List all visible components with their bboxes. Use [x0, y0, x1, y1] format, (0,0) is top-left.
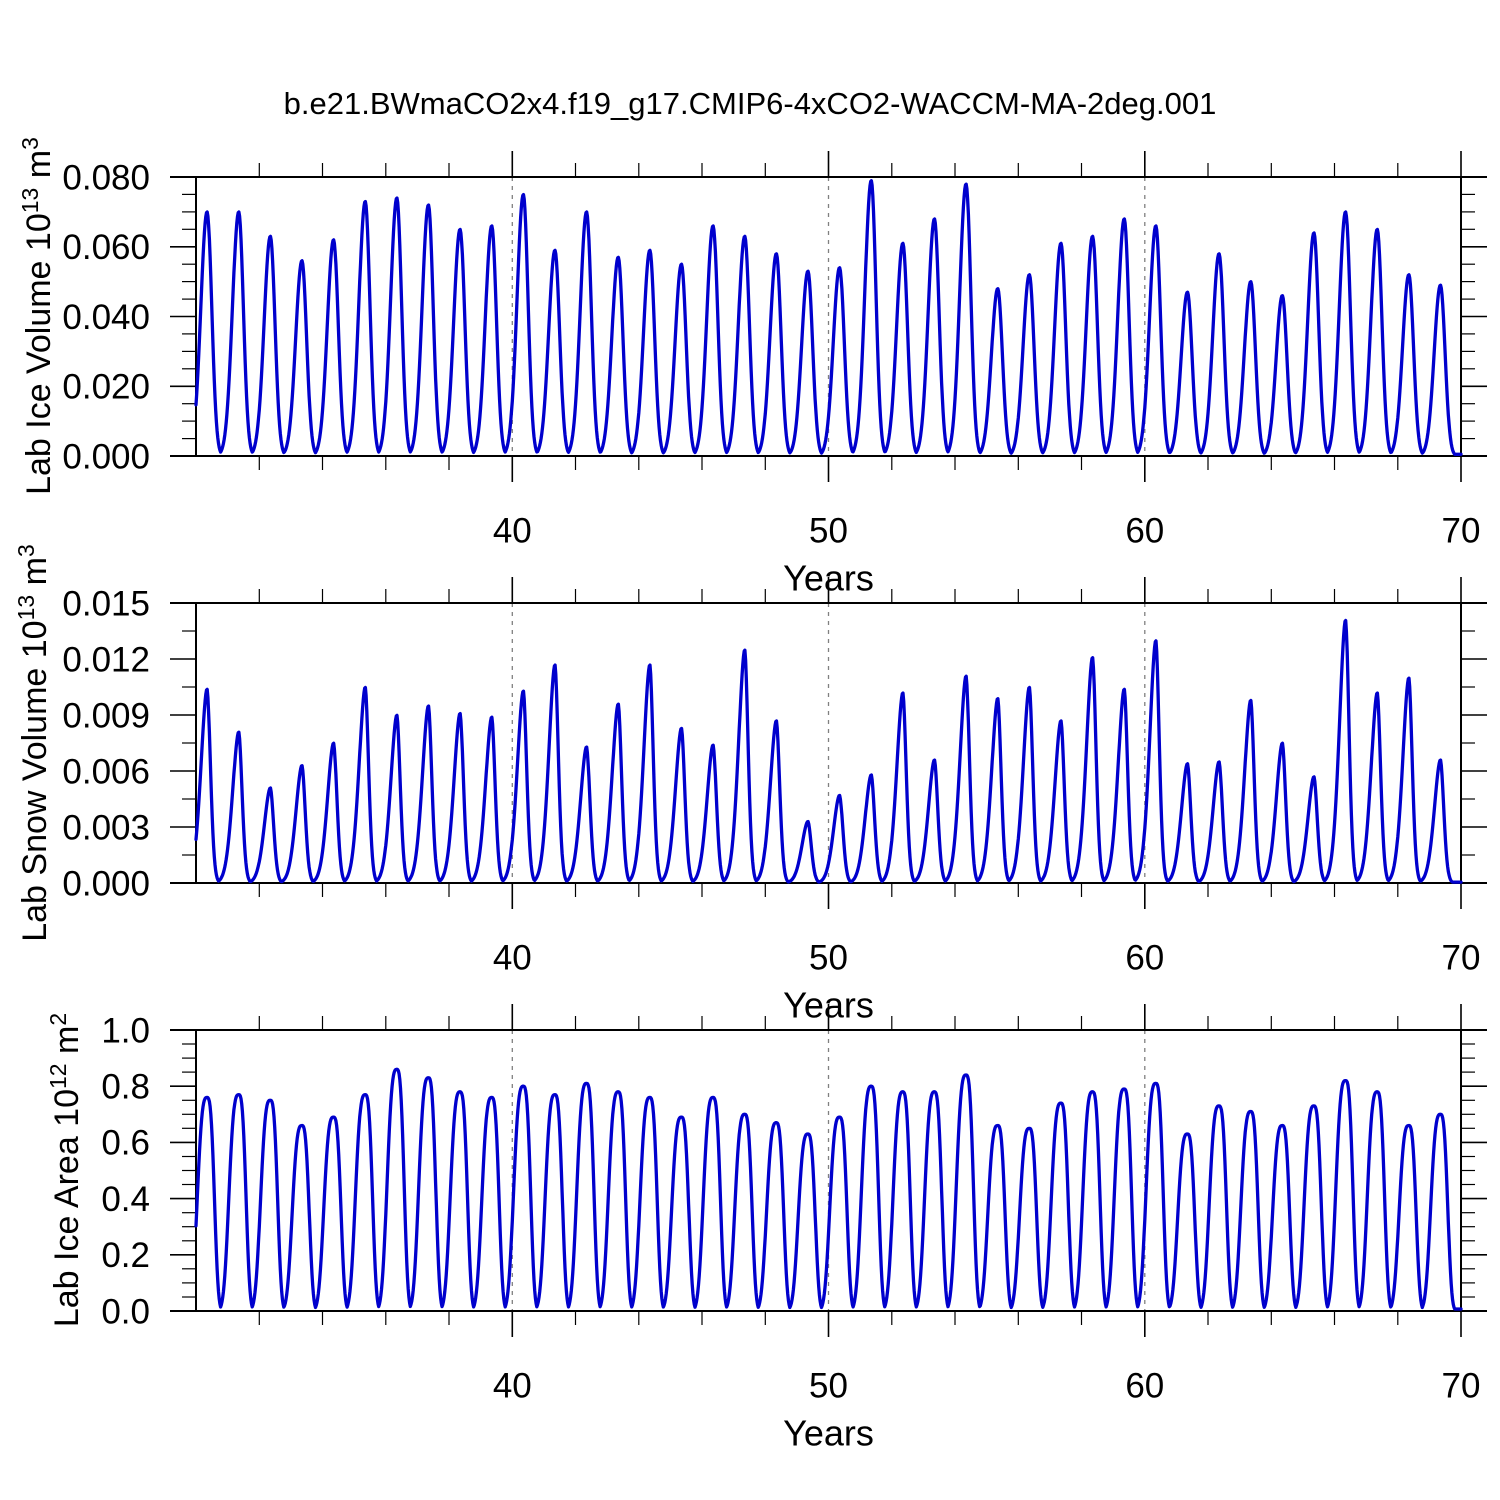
y-tick-label: 1.0: [101, 1011, 150, 1050]
plot-lab-ice-area: 40 50 60 70 0.0 0.2 0.4 0.6 0.8 1.0 Years: [101, 1004, 1487, 1454]
y-tick-label: 0.000: [62, 864, 150, 903]
y-tick-label: 0.020: [62, 368, 150, 407]
x-tick-label: 60: [1125, 938, 1164, 977]
x-tick-label: 60: [1125, 511, 1164, 550]
y-tick-label: 0.4: [101, 1180, 150, 1219]
y-tick-label: 0.015: [62, 584, 150, 623]
y-axis-title-exponent: 12: [44, 1063, 71, 1089]
data-curve-lab-ice-area: [194, 1067, 1463, 1311]
y-tick-label: 0.000: [62, 437, 150, 476]
x-tick-label: 40: [493, 938, 532, 977]
x-tick-label: 40: [493, 511, 532, 550]
y-axis-title-unit-exponent: 2: [44, 1012, 71, 1026]
y-axis-title-snow-volume: Lab Snow Volume 1013 m3: [13, 544, 55, 942]
x-tick-label: 50: [809, 1366, 848, 1405]
plot-lab-snow-volume: 40 50 60 700.0000.0030.0060.0090.0120.015Ye…: [62, 577, 1487, 1026]
x-tick-label: 70: [1442, 511, 1481, 550]
y-tick-label: 0.060: [62, 228, 150, 267]
x-tick-label: 70: [1442, 1366, 1481, 1405]
x-tick-label: 40: [493, 1366, 532, 1405]
x-tick-label: 60: [1125, 1366, 1164, 1405]
y-axis-title-unit-exponent: 3: [16, 137, 43, 150]
y-tick-label: 0.006: [62, 752, 150, 791]
y-axis-title-text: Lab Ice Volume 10: [20, 213, 59, 495]
y-axis-title-text: Lab Snow Volume 10: [16, 620, 55, 942]
y-axis-title-ice-area: Lab Ice Area 1012 m2: [45, 1013, 87, 1327]
y-tick-label: 0.040: [62, 298, 150, 337]
x-tick-label: 50: [809, 511, 848, 550]
y-tick-label: 0.8: [101, 1067, 150, 1106]
y-tick-label: 0.0: [101, 1292, 150, 1331]
x-tick-label: 70: [1442, 938, 1481, 977]
y-tick-label: 0.080: [62, 158, 150, 197]
y-tick-label: 0.6: [101, 1124, 150, 1163]
y-tick-label: 0.003: [62, 808, 150, 847]
y-tick-label: 0.012: [62, 640, 150, 679]
data-curve-lab-snow-volume: [194, 618, 1463, 884]
y-axis-title-unit: m: [16, 557, 55, 595]
figure-title: b.e21.BWmaCO2x4.f19_g17.CMIP6-4xCO2-WACC…: [283, 86, 1217, 121]
data-curve-lab-ice-volume: [194, 179, 1463, 456]
y-axis-title-text: Lab Ice Area 10: [48, 1088, 87, 1328]
x-tick-label: 50: [809, 938, 848, 977]
y-axis-title-exponent: 13: [12, 594, 39, 621]
x-axis-title: Years: [783, 1413, 874, 1454]
y-axis-title-unit: m: [48, 1025, 87, 1064]
y-tick-label: 0.009: [62, 696, 150, 735]
y-axis-title-unit-exponent: 3: [12, 544, 39, 558]
y-axis-title-unit: m: [20, 149, 59, 188]
y-axis-title-ice-volume: Lab Ice Volume 1013 m3: [17, 137, 59, 495]
y-axis-title-exponent: 13: [16, 187, 43, 214]
y-tick-label: 0.2: [101, 1236, 150, 1275]
